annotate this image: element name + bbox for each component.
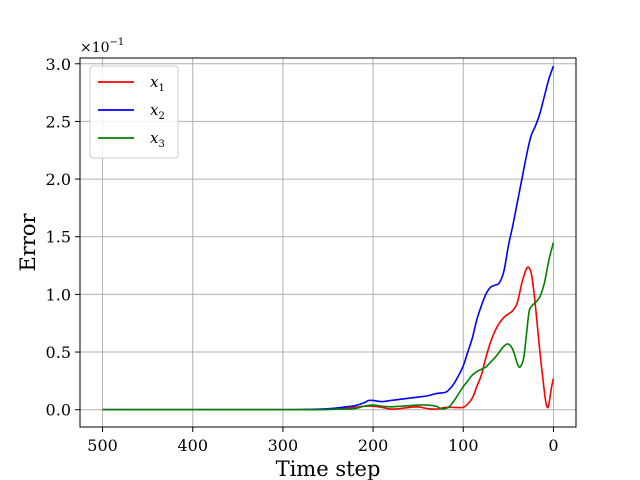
y-tick-label: 0.0 — [46, 401, 71, 420]
y-scale-base: ×10 — [80, 40, 110, 56]
series-lines — [102, 65, 555, 411]
legend: x1 x2 x3 — [89, 65, 179, 159]
x-tick-label: 0 — [548, 436, 558, 455]
y-tick-label: 3.0 — [46, 55, 71, 74]
x-tick-label: 200 — [358, 436, 389, 455]
legend-box — [89, 65, 179, 159]
y-tick-label: 0.5 — [46, 343, 71, 362]
x-tick-label: 100 — [448, 436, 479, 455]
axis-ticks: 500 400 300 200 100 0 0.0 0.5 1.0 1.5 2.0 2.5 3.0 — [46, 55, 559, 455]
y-tick-label: 2.0 — [46, 170, 71, 189]
y-tick-label: 1.0 — [46, 285, 71, 304]
x-tick-label: 500 — [87, 436, 118, 455]
series-line-x1 — [102, 266, 555, 411]
y-axis-label: Error — [16, 212, 40, 271]
x-tick-label: 400 — [177, 436, 208, 455]
y-tick-label: 2.5 — [46, 112, 71, 131]
y-scale-factor: ×10−1 — [80, 37, 124, 56]
plot-frame — [79, 57, 577, 428]
legend-label-x2: x2 — [150, 101, 165, 122]
y-tick-label: 1.5 — [46, 228, 71, 247]
x-axis-label: Time step — [276, 457, 381, 480]
series-line-x2 — [102, 65, 555, 411]
x-tick-label: 300 — [268, 436, 299, 455]
y-scale-exponent: −1 — [110, 37, 125, 48]
legend-label-x3: x3 — [150, 129, 165, 150]
legend-label-x1: x1 — [150, 73, 165, 94]
series-line-x3 — [102, 242, 555, 411]
